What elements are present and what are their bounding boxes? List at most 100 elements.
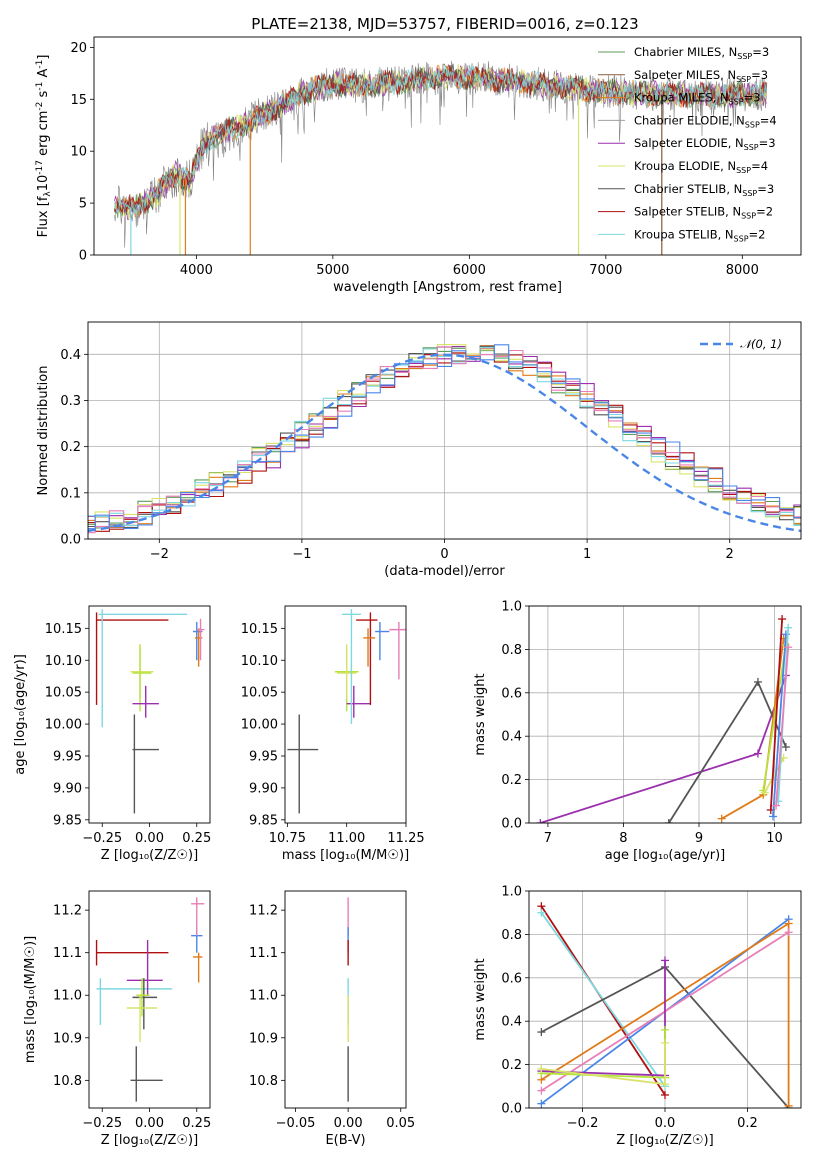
y-tick-label: 9.90 [53,781,82,796]
mass-vs-EBV-axes: −0.05 0.00 0.05 10.8 10.9 11.0 11.1 11.2 E(B-V) [249,904,415,1148]
y-tick-label: 1.0 [501,600,522,615]
x-axis-label: mass [log₁₀(M/M☉)] [282,848,409,863]
mass-vs-Z-frame [88,890,211,1109]
y-tick-label: 10 [70,145,87,160]
y-tick-label: 15 [70,93,87,108]
y-tick-label: 0.2 [501,1058,522,1073]
errorbar-point [337,644,357,699]
massweight-vs-Z-axes: −0.2 0.0 0.2 0.0 0.2 0.4 0.6 0.8 1.0 Z [log₁₀(Z/Z… [473,885,801,1148]
x-tick-label: 10 [766,831,783,846]
mass-vs-Z-points [95,897,205,1102]
errorbar-point [136,978,150,1017]
y-tick-label: 0.1 [60,486,81,501]
errorbar-point [132,685,159,718]
y-tick-label: 11.0 [249,989,278,1004]
age-vs-Z-points [95,609,205,814]
errorbar-point [287,714,319,814]
model-spectrum-8 [114,64,767,216]
x-tick-label: 4000 [180,263,213,278]
y-tick-label: 10.00 [45,718,82,733]
legend-label: Chabrier STELIB, NSSP=3 [634,182,774,198]
legend-label: Kroupa MILES, NSSP=3 [634,91,760,107]
x-tick-label: 11.00 [328,831,365,846]
y-tick-label: 0.2 [60,440,81,455]
x-tick-label: −0.05 [276,1116,316,1131]
massweight-vs-Z-series [537,902,793,1108]
y-tick-label: 11.1 [53,946,82,961]
errorbar-point [130,1046,163,1102]
errorbar-point [389,621,406,680]
errorbar-point [95,612,169,705]
massweight-vs-age-axes: 7 8 9 10 0.0 0.2 0.4 0.6 0.8 1.0 age [log₁₀(age/yr… [473,600,801,863]
errorbar-point [363,628,376,667]
x-axis-label: wavelength [Angstrom, rest frame] [333,280,562,295]
x-tick-label: 5000 [316,263,349,278]
x-tick-label: −1 [292,547,311,562]
residuals-axes: −2 −1 0 1 2 0.0 0.1 0.2 0.3 0.4 (data-model)/error… [36,322,801,579]
errorbar-point [132,978,158,1030]
y-tick-label: 10.8 [249,1074,278,1089]
x-tick-label: 10.75 [269,831,306,846]
y-axis-label: mass weight [473,958,488,1040]
errorbar-point [191,897,205,936]
spectrum-axes: 4000 5000 6000 7000 8000 0 5 10 15 20 wavelength [… [35,41,759,295]
y-tick-label: 10.8 [53,1074,82,1089]
y-axis-label: mass [log₁₀(M/M☉)] [23,936,38,1063]
legend-label: Kroupa ELODIE, NSSP=4 [634,159,768,175]
legend-label: Salpeter MILES, NSSP=3 [634,68,768,84]
y-tick-label: 11.1 [249,946,278,961]
y-tick-label: 0.8 [501,928,522,943]
spectrum-lines [114,60,768,255]
y-axis-label: Flux [fλ10-17 erg cm-2 s-1 A-1] [35,55,53,238]
massweight-vs-Z-frame [528,890,802,1109]
x-tick-label: −2 [150,547,169,562]
y-tick-label: 10.15 [45,622,82,637]
x-tick-label: 7000 [589,263,622,278]
x-tick-label: 0.0 [655,1116,676,1131]
y-tick-label: 0.4 [501,730,522,745]
x-tick-label: −0.25 [82,1116,122,1131]
x-tick-label: −0.25 [82,831,122,846]
errorbar-point [95,939,169,966]
x-tick-label: 2 [726,547,734,562]
x-axis-label: E(B-V) [325,1133,365,1148]
mass-weight-line [775,647,790,806]
y-tick-label: 9.85 [249,813,278,828]
mass-vs-EBV-frame [284,890,407,1109]
y-tick-label: 0.2 [501,773,522,788]
spectrum-frame [93,36,802,256]
figure-title: PLATE=2138, MJD=53757, FIBERID=0016, z=0… [251,15,638,33]
x-axis-label: (data-model)/error [384,564,505,579]
errorbar-point [192,952,203,983]
age-vs-mass-points [287,609,406,814]
errorbar-point [132,714,159,814]
errorbar-point [126,939,163,996]
age-vs-Z-axes: −0.25 0.00 0.25 9.85 9.90 9.95 10.00 10.05 10.10… [13,622,211,863]
residuals-frame [87,321,802,540]
residual-histogram-8 [88,344,801,530]
age-vs-mass-axes: 10.75 11.00 11.25 9.85 9.90 9.95 10.00 10.05 10.… [241,622,425,863]
x-tick-label: 0.25 [182,1116,211,1131]
y-tick-label: 20 [70,41,87,56]
normal-reference-curve [88,353,801,533]
legend-label: Chabrier ELODIE, NSSP=4 [634,113,777,129]
mass-weight-line [762,644,787,791]
y-tick-label: 5 [79,197,87,212]
y-tick-label: 0.6 [501,686,522,701]
y-tick-label: 10.9 [53,1031,82,1046]
errorbar-point [194,628,203,667]
massweight-vs-age-frame [528,605,802,824]
x-axis-label: age [log₁₀(age/yr)] [605,848,726,863]
residual-histogram-7 [88,346,801,534]
mass-weight-line [769,618,783,811]
x-axis-label: Z [log₁₀(Z/Z☉)] [616,1133,713,1148]
x-axis-label: Z [log₁₀(Z/Z☉)] [101,1133,198,1148]
mass-weight-line [772,634,787,817]
y-tick-label: 0.0 [501,1102,522,1117]
y-tick-label: 0.3 [60,394,81,409]
y-tick-label: 9.90 [249,781,278,796]
y-axis-label: Normed distribution [36,366,51,496]
y-tick-label: 0.0 [501,817,522,832]
residual-histogram-0 [88,347,801,529]
